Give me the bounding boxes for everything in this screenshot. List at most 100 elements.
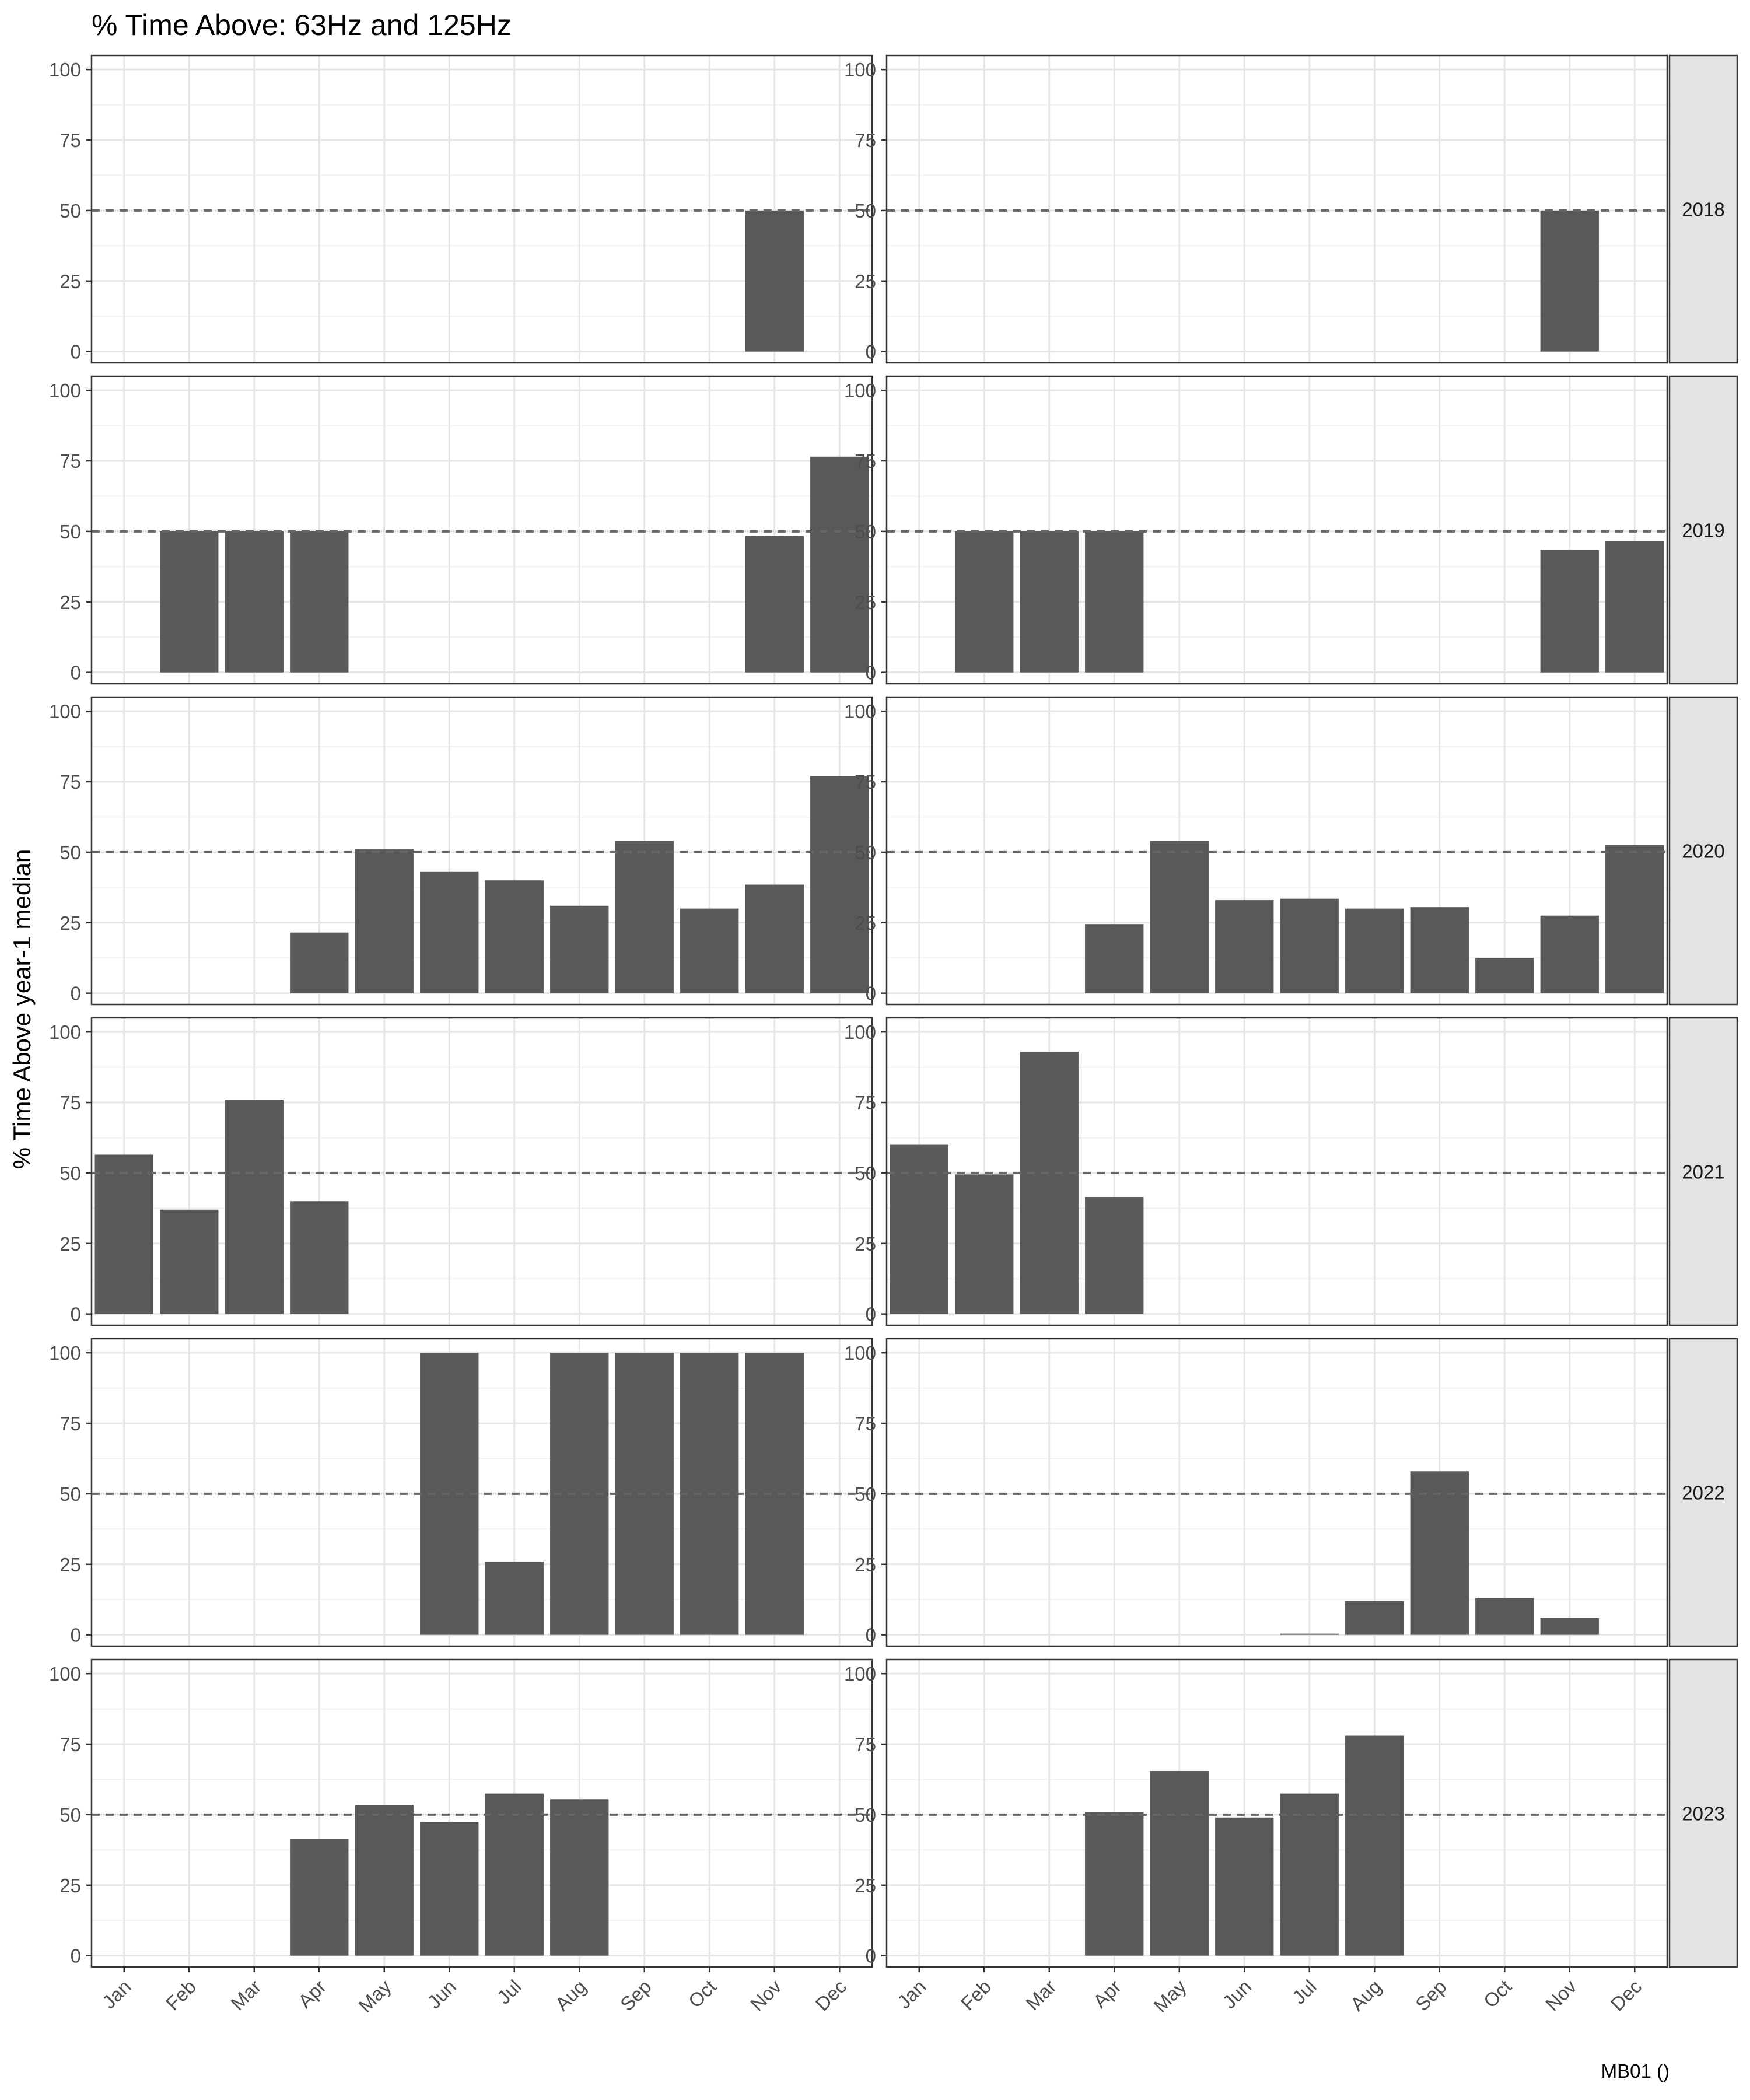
chart-title: % Time Above: 63Hz and 125Hz bbox=[92, 9, 512, 41]
x-tick-label-Aug: Aug bbox=[1346, 1976, 1386, 2015]
y-tick-label: 100 bbox=[844, 1663, 876, 1685]
x-tick-label-Jun: Jun bbox=[423, 1976, 460, 2013]
bar-2020-Sep bbox=[1410, 907, 1469, 993]
bar-2022-Jul bbox=[485, 1561, 544, 1635]
bar-2019-Mar bbox=[1020, 531, 1079, 673]
panel-border bbox=[90, 696, 873, 1006]
panel-border bbox=[886, 54, 1668, 364]
panel-2021-2: 0 25 50 75 100 bbox=[844, 1017, 1668, 1326]
y-tick-label: 0 bbox=[866, 983, 876, 1005]
bar-2020-Oct bbox=[1475, 958, 1534, 993]
y-tick-label: 75 bbox=[855, 450, 876, 472]
y-tick-label: 25 bbox=[60, 1875, 81, 1896]
y-tick-label: 75 bbox=[855, 771, 876, 793]
facet-strip-2019 bbox=[1668, 375, 1738, 685]
y-tick-label: 100 bbox=[49, 380, 81, 401]
y-tick-label: 100 bbox=[844, 380, 876, 401]
y-tick-label: 25 bbox=[855, 1875, 876, 1896]
y-tick-label: 50 bbox=[60, 842, 81, 863]
bar-2020-May bbox=[1150, 841, 1209, 993]
y-tick-label: 75 bbox=[855, 130, 876, 151]
y-tick-label: 0 bbox=[866, 1304, 876, 1325]
panel-border bbox=[90, 375, 873, 685]
y-tick-label: 50 bbox=[60, 521, 81, 542]
facet-label-2022: 2022 bbox=[1682, 1482, 1724, 1504]
bar-2020-Nov bbox=[745, 884, 804, 993]
facet-strip-2023 bbox=[1668, 1658, 1738, 1968]
bar-2020-Jul bbox=[1280, 898, 1339, 993]
bar-2020-Sep bbox=[615, 841, 674, 993]
x-tick-label-Jan: Jan bbox=[98, 1976, 135, 2013]
y-tick-label: 25 bbox=[855, 912, 876, 934]
y-axis-title: % Time Above year-1 median bbox=[8, 849, 36, 1170]
y-tick-label: 25 bbox=[60, 271, 81, 292]
bar-2019-Feb bbox=[160, 531, 219, 673]
panel-border bbox=[90, 1658, 873, 1968]
y-tick-label: 100 bbox=[49, 1021, 81, 1043]
panel-border bbox=[886, 375, 1668, 685]
y-tick-label: 50 bbox=[60, 1483, 81, 1505]
facet-label-2019: 2019 bbox=[1682, 520, 1724, 541]
x-tick-label-May: May bbox=[1149, 1975, 1191, 2017]
y-tick-label: 0 bbox=[71, 1625, 81, 1646]
bar-2020-Dec bbox=[1605, 845, 1664, 993]
bar-2020-Jun bbox=[1215, 900, 1274, 993]
bar-2021-Mar bbox=[1020, 1052, 1079, 1314]
x-tick-label-Nov: Nov bbox=[1541, 1975, 1581, 2015]
x-tick-label-Oct: Oct bbox=[684, 1976, 720, 2012]
bar-2018-Nov bbox=[745, 210, 804, 352]
bar-2021-Jan bbox=[890, 1144, 949, 1314]
facet-panels: 0 25 50 75 100 0 25 50 75 100 2018 0 25 50 75 100 0 25 50 7… bbox=[49, 54, 1738, 2017]
y-tick-label: 100 bbox=[49, 1663, 81, 1685]
facet-label-2020: 2020 bbox=[1682, 841, 1724, 862]
y-tick-label: 50 bbox=[60, 200, 81, 222]
x-tick-label-Jul: Jul bbox=[493, 1976, 526, 2008]
y-tick-label: 25 bbox=[855, 271, 876, 292]
panel-2023-1: 0 25 50 75 100 bbox=[49, 1658, 873, 1968]
y-tick-label: 75 bbox=[60, 1413, 81, 1434]
facet-strip-2018 bbox=[1668, 54, 1738, 364]
panel-2022-1: 0 25 50 75 100 bbox=[49, 1338, 873, 1647]
x-tick-label-Apr: Apr bbox=[1089, 1976, 1125, 2012]
bar-2019-Mar bbox=[225, 531, 284, 673]
panel-border bbox=[90, 1017, 873, 1326]
panel-2019-1: 0 25 50 75 100 bbox=[49, 375, 873, 685]
bar-2020-Oct bbox=[680, 908, 739, 993]
bar-2019-Nov bbox=[745, 536, 804, 673]
y-tick-label: 25 bbox=[60, 912, 81, 934]
panel-border bbox=[886, 1658, 1668, 1968]
panel-2022-2: 0 25 50 75 100 bbox=[844, 1338, 1668, 1647]
panel-2021-1: 0 25 50 75 100 bbox=[49, 1017, 873, 1326]
panel-border bbox=[886, 1338, 1668, 1647]
bar-2018-Nov bbox=[1540, 210, 1599, 352]
x-tick-label-Oct: Oct bbox=[1479, 1976, 1516, 2012]
bar-2022-Sep bbox=[1410, 1471, 1469, 1635]
y-tick-label: 50 bbox=[60, 1804, 81, 1826]
panel-2018-2: 0 25 50 75 100 bbox=[844, 54, 1668, 364]
bar-2019-Apr bbox=[1085, 531, 1144, 673]
bar-2019-Dec bbox=[810, 456, 869, 673]
bar-2019-Dec bbox=[1605, 541, 1664, 673]
y-tick-label: 50 bbox=[855, 1804, 876, 1826]
bar-2022-Nov bbox=[1540, 1618, 1599, 1635]
y-tick-label: 50 bbox=[855, 521, 876, 542]
x-tick-label-Dec: Dec bbox=[811, 1976, 851, 2015]
y-tick-label: 75 bbox=[60, 771, 81, 793]
bar-2023-Jun bbox=[420, 1822, 479, 1956]
y-tick-label: 25 bbox=[60, 1233, 81, 1255]
x-tick-label-May: May bbox=[354, 1975, 396, 2017]
y-tick-label: 0 bbox=[71, 983, 81, 1005]
y-tick-label: 0 bbox=[866, 341, 876, 363]
bar-2022-Oct bbox=[1475, 1598, 1534, 1635]
bar-2023-Jul bbox=[485, 1793, 544, 1956]
y-tick-label: 50 bbox=[855, 200, 876, 222]
y-tick-label: 25 bbox=[855, 592, 876, 613]
y-tick-label: 25 bbox=[855, 1233, 876, 1255]
y-tick-label: 75 bbox=[60, 1092, 81, 1114]
x-tick-label-Sep: Sep bbox=[616, 1976, 656, 2015]
x-tick-label-Apr: Apr bbox=[294, 1976, 330, 2012]
panel-2020-2: 0 25 50 75 100 bbox=[844, 696, 1668, 1006]
y-tick-label: 100 bbox=[49, 1342, 81, 1364]
bar-2023-Aug bbox=[1345, 1735, 1404, 1956]
y-tick-label: 50 bbox=[60, 1163, 81, 1184]
